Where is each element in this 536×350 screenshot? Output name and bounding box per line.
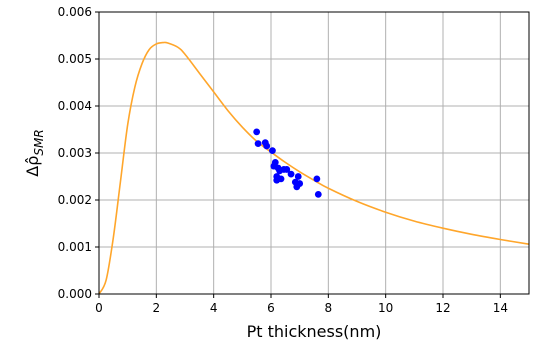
y-axis-label-symbol: ρ̂	[23, 156, 42, 166]
data-point	[313, 175, 320, 182]
svg-text:Δρ̂SMR: Δρ̂SMR	[23, 129, 46, 176]
x-tick-label: 4	[210, 301, 218, 315]
x-tick-label: 8	[325, 301, 333, 315]
y-axis-label: Δρ̂SMR	[23, 129, 46, 176]
x-tick-label: 12	[435, 301, 450, 315]
y-tick-label: 0.002	[58, 193, 92, 207]
y-axis-label-subscript: SMR	[32, 129, 46, 155]
y-tick-label: 0.001	[58, 240, 92, 254]
x-tick-label: 14	[493, 301, 508, 315]
y-axis-label-main: Δ	[23, 166, 42, 177]
data-point	[263, 143, 270, 150]
fit-curve-line	[99, 42, 529, 294]
x-axis-ticks: 0 2 4 6 8 10 12 14	[95, 294, 508, 315]
data-point	[255, 140, 262, 147]
y-tick-label: 0.006	[58, 5, 92, 19]
y-tick-label: 0.004	[58, 99, 92, 113]
data-point	[278, 175, 285, 182]
x-tick-label: 2	[153, 301, 161, 315]
data-point	[315, 191, 322, 198]
data-point	[288, 171, 295, 178]
data-point	[269, 147, 276, 154]
data-point	[253, 128, 260, 135]
y-tick-label: 0.005	[58, 52, 92, 66]
data-point	[295, 173, 302, 180]
grid	[99, 12, 529, 294]
x-tick-label: 6	[267, 301, 275, 315]
fit-curve-layer	[99, 42, 529, 294]
y-axis-ticks: 0.000 0.001 0.002 0.003 0.004 0.005 0.006	[58, 5, 99, 301]
x-axis-label: Pt thickness(nm)	[247, 322, 382, 341]
x-tick-label: 10	[378, 301, 393, 315]
y-tick-label: 0.000	[58, 287, 92, 301]
data-point	[296, 180, 303, 187]
x-tick-label: 0	[95, 301, 103, 315]
y-tick-label: 0.003	[58, 146, 92, 160]
